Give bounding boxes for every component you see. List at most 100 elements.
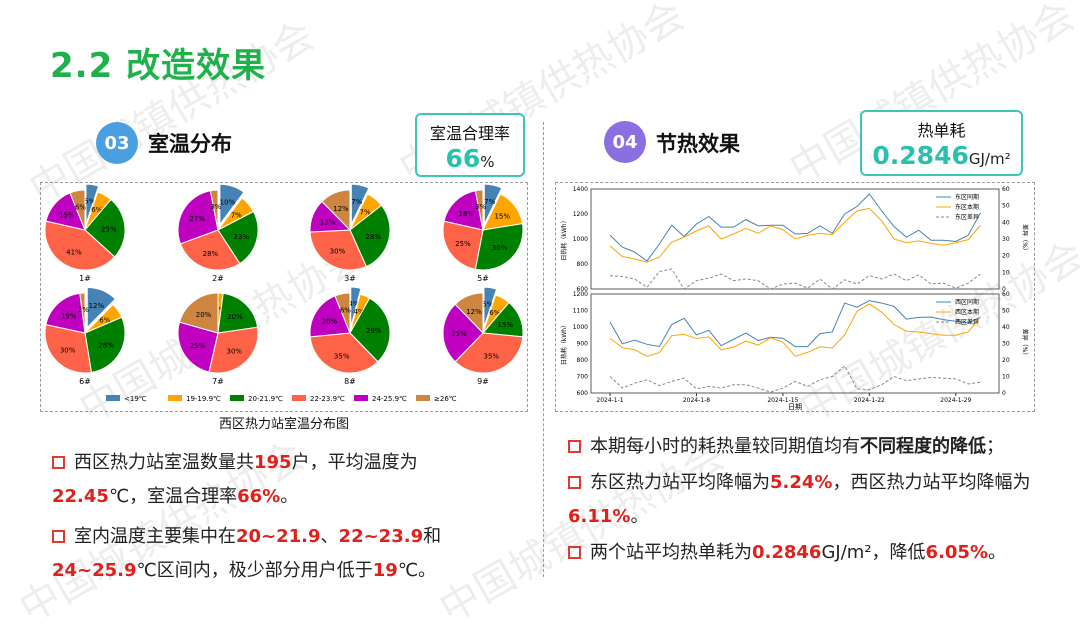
legend-label: 19-19.9℃ [186,395,221,403]
pie-slice-label: 23% [233,233,249,241]
y-tick-label: 1000 [573,236,588,243]
x-tick-label: 2024-1-15 [767,397,798,404]
pie-slice [483,286,498,328]
pie-slice-label: 6% [99,316,110,324]
highlight-text: 20~21.9 [236,526,321,547]
pie-slice-label: 25% [451,330,467,338]
pie-slice-label: 19% [61,312,77,320]
pie-slice-label: 6% [489,309,500,317]
highlight-text: 5.24% [770,472,833,493]
y-tick-label: 1200 [573,291,588,298]
y2-tick-label: 30 [1002,341,1010,348]
pie-slice-label: 4% [348,300,359,308]
legend-label: 西区同期 [955,298,979,306]
y-tick-label: 700 [577,374,589,381]
pie-slice-label: 6% [75,203,86,211]
pie-slice-label: 4% [353,308,364,316]
pie-slice-label: 30% [330,247,346,255]
pie-slice [84,198,126,258]
pie-name-label: 8# [344,377,356,386]
pie-slice [85,183,100,225]
pie-slice [454,332,524,374]
pie-charts: 5%6%25%41%15%6%1#10%7%23%28%27%3%2#7%7%2… [44,183,524,403]
section-badge-04: 04 [604,121,646,163]
pie-slice-label: 15% [494,213,510,221]
bullet-text: 本期每小时的耗热量较同期值均有 [590,436,860,457]
kpi-value: 66 [445,144,481,173]
bullet-text: 东区热力站平均降幅为 [590,472,770,493]
x-tick-label: 2024-1-22 [854,397,885,404]
pie-name-label: 2# [212,274,224,283]
plot-frame [590,293,1000,394]
pie-slice-label: 5% [482,300,493,308]
kpi-room-temp-rate: 室温合理率 66% [415,113,525,177]
legend-label: 西区差异 [955,318,979,326]
pie-slice [179,229,241,271]
pie-slice-label: 10% [220,199,236,207]
highlight-text: 6.11% [568,506,631,527]
bullet-text: ℃区间内，极少部分用户低于 [136,560,373,581]
y-tick-label: 800 [577,261,589,268]
bullet-square-icon [568,440,581,453]
y2-tick-label: 40 [1002,219,1010,226]
bullet-text: GJ/m²，降低 [821,542,926,563]
pie-slice [349,297,391,363]
kpi-heat-consumption: 热单耗 0.2846GJ/m² [860,110,1023,176]
pie-slice-label: 35% [484,353,500,361]
pie-slice-label: 7% [484,198,495,206]
pie-slice [442,303,484,363]
legend-swatch [416,395,430,401]
pie-slice [309,295,351,338]
pie-slice-label: 5% [84,197,95,205]
pie-name-label: 1# [79,274,91,283]
bullet-text: 室内温度主要集中在 [74,526,236,547]
pie-slice [44,324,93,374]
pie-slice-label: 7% [351,198,362,206]
pie-slice-label: 30% [60,347,76,355]
pie-slice-label: 27% [189,215,205,223]
section-heading-energy-saving: 节热效果 [656,132,740,156]
legend-label: 东区同期 [955,193,979,201]
legend-swatch [106,395,120,401]
pie-chart-panel: 5% 6% 25% 41% 15% 6% 1# 10% 7% 23% 28% 27% 3% 2# 7% 7% 2… [40,182,528,412]
pie-slice [217,210,259,265]
line-chart-panel: 600 800 1000 1200 1400 0 10 20 30 40 50 60 日热耗（kWh）差… [555,182,1035,412]
bullet-square-icon [52,530,65,543]
pie-slice-label: 30% [226,348,242,356]
bullet-square-icon [52,456,65,469]
series-line-西区本期 [609,303,981,357]
bullet-text: 西区热力站室温数量共 [74,452,254,473]
bullet-text: 。 [630,506,649,527]
bullet-square-icon [568,476,581,489]
pie-slice [442,220,484,270]
x-tick-label: 2024-1-8 [683,397,710,404]
legend-swatch [354,395,368,401]
bullet-text: 两个站平均热单耗为 [590,542,752,563]
kpi-value: 0.2846 [872,141,969,170]
legend-label: 东区差异 [955,213,979,221]
pie-name-label: 9# [477,377,489,386]
highlight-text: 0.2846 [752,542,822,563]
highlight-text: 22~23.9 [338,526,424,547]
pie-name-label: 7# [212,377,224,386]
legend-label: 东区本期 [955,203,979,211]
pie-slice [474,189,484,231]
pie-slice [45,292,86,334]
right-bullets: 本期每小时的耗热量较同期值均有不同程度的降低； 东区热力站平均降幅为5.24%，西… [568,430,1068,572]
highlight-text: 66% [237,486,281,507]
y-axis-label: 日热耗（kWh） [560,217,568,260]
y2-tick-label: 60 [1002,186,1010,193]
pie-slice [177,321,219,373]
pie-slice [309,229,368,271]
pie-slice [350,286,362,328]
series-line-东区差异 [609,268,981,290]
pie-slice-label: 15% [497,321,513,329]
y2-tick-label: 20 [1002,253,1010,260]
pie-slice [483,183,503,225]
series-line-东区同期 [609,193,981,262]
line-charts: 6008001000120014000102030405060日热耗（kWh）差… [560,186,1029,411]
pie-slice-label: 12% [333,205,349,213]
y2-tick-label: 30 [1002,236,1010,243]
pie-slice-label: 6% [340,306,351,314]
y2-axis-label: 差异（%） [1021,224,1029,254]
